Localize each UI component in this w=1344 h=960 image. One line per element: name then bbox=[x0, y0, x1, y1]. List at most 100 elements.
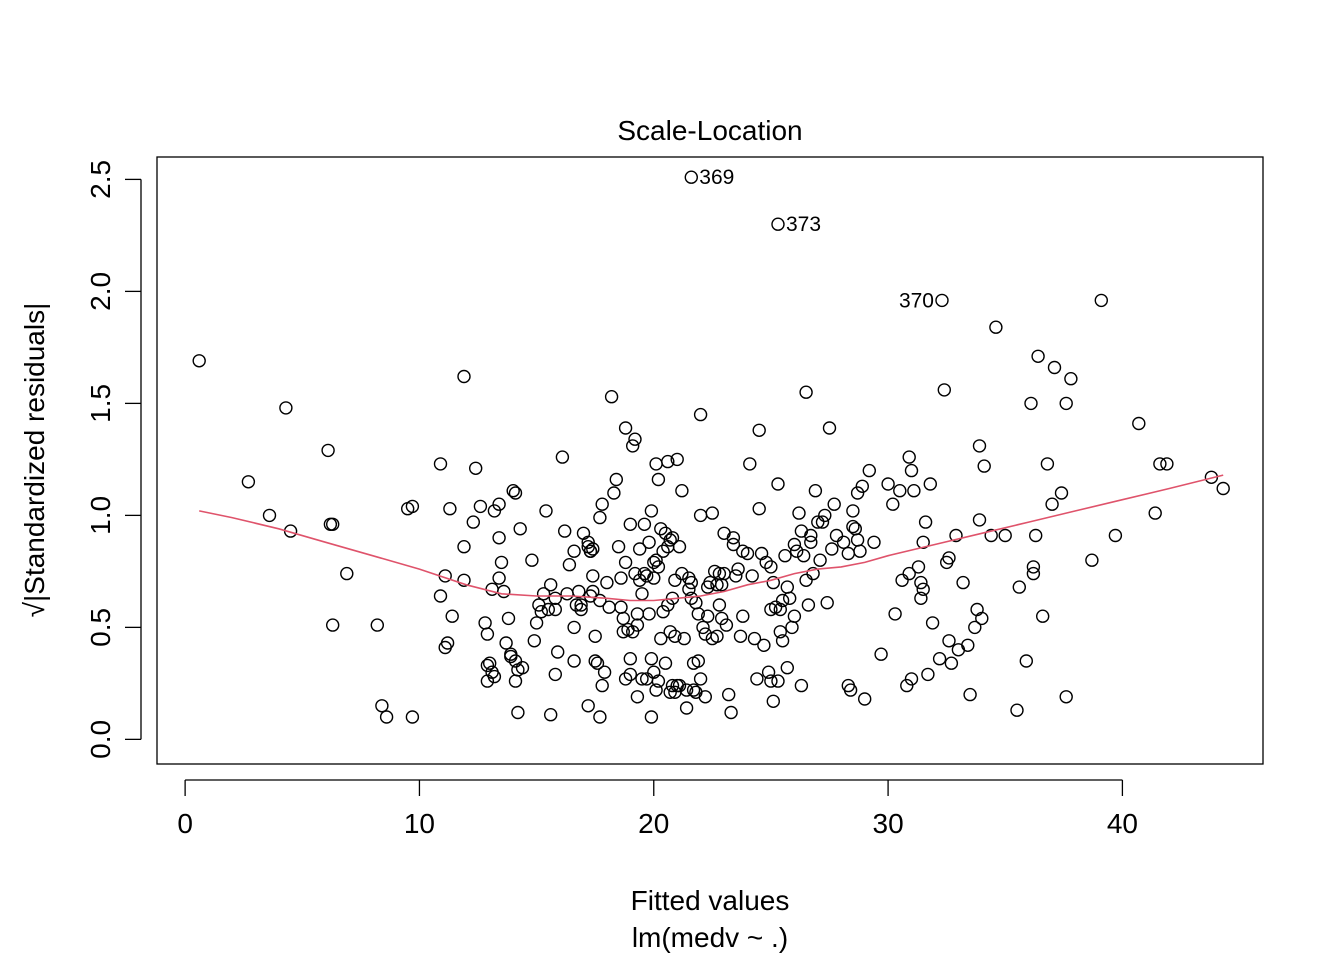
data-point bbox=[925, 616, 940, 630]
data-point bbox=[874, 647, 888, 661]
data-point bbox=[651, 674, 666, 688]
data-point bbox=[597, 665, 612, 679]
data-point bbox=[544, 578, 558, 592]
data-point bbox=[989, 320, 1003, 334]
y-axis-label: √|Standardized residuals| bbox=[19, 303, 50, 618]
data-point bbox=[1047, 360, 1062, 375]
data-point bbox=[684, 575, 698, 590]
data-point bbox=[370, 618, 384, 632]
data-point bbox=[623, 517, 637, 531]
data-point bbox=[696, 620, 710, 635]
data-point bbox=[1148, 506, 1162, 520]
data-point bbox=[918, 515, 933, 529]
data-point bbox=[593, 593, 607, 608]
outlier-point-369 bbox=[684, 170, 698, 184]
data-point bbox=[644, 652, 659, 666]
data-point bbox=[548, 667, 562, 682]
data-point bbox=[445, 609, 459, 623]
data-point bbox=[588, 629, 602, 643]
data-point bbox=[595, 678, 609, 693]
data-point bbox=[508, 654, 523, 668]
data-point bbox=[534, 605, 548, 619]
data-point bbox=[658, 656, 673, 670]
data-point bbox=[658, 526, 673, 540]
data-point bbox=[469, 461, 483, 475]
data-point bbox=[726, 531, 741, 545]
data-point bbox=[811, 515, 825, 529]
x-tick-label: 40 bbox=[1107, 808, 1138, 839]
data-point bbox=[904, 463, 919, 478]
data-point bbox=[972, 513, 987, 527]
data-point bbox=[593, 510, 607, 525]
data-point bbox=[583, 544, 598, 558]
data-point bbox=[937, 383, 951, 397]
data-point bbox=[492, 571, 506, 585]
data-point bbox=[780, 661, 794, 675]
data-point bbox=[799, 385, 813, 399]
data-point bbox=[1059, 690, 1073, 704]
data-point bbox=[806, 566, 820, 581]
data-point bbox=[773, 625, 787, 639]
data-point bbox=[916, 535, 930, 549]
data-point bbox=[682, 582, 696, 596]
smooth-line-layer bbox=[199, 474, 1224, 602]
data-point bbox=[614, 571, 628, 585]
data-point bbox=[759, 555, 773, 570]
data-point bbox=[968, 620, 982, 635]
x-tick-label: 0 bbox=[177, 808, 193, 839]
data-point bbox=[1132, 416, 1146, 431]
data-point bbox=[379, 710, 394, 724]
data-point bbox=[747, 631, 762, 646]
data-point bbox=[881, 477, 895, 491]
data-point bbox=[911, 560, 926, 574]
x-tick-label: 10 bbox=[404, 808, 435, 839]
data-point bbox=[921, 667, 935, 682]
data-point bbox=[492, 531, 506, 545]
data-point bbox=[611, 540, 626, 554]
data-point bbox=[1160, 457, 1174, 471]
data-point bbox=[1010, 703, 1024, 717]
data-point bbox=[513, 522, 527, 536]
smooth-line bbox=[199, 474, 1224, 602]
data-point bbox=[604, 390, 619, 404]
data-point bbox=[525, 553, 539, 567]
data-point bbox=[630, 690, 645, 704]
data-point bbox=[679, 683, 694, 697]
data-point bbox=[691, 607, 705, 621]
data-point bbox=[893, 484, 907, 498]
data-point bbox=[640, 569, 654, 583]
data-point bbox=[757, 638, 771, 652]
data-point bbox=[656, 544, 670, 558]
y-axis: 0.0 0.5 1.0 1.5 2.0 2.5 bbox=[85, 160, 142, 759]
data-point bbox=[494, 555, 509, 570]
data-point bbox=[600, 575, 614, 590]
data-point bbox=[902, 450, 916, 464]
data-point bbox=[914, 591, 928, 605]
data-point bbox=[729, 569, 743, 583]
data-point bbox=[508, 486, 523, 500]
data-point bbox=[574, 602, 588, 617]
data-point bbox=[916, 582, 930, 596]
data-point bbox=[1059, 396, 1073, 411]
data-point bbox=[1035, 609, 1050, 623]
data-point bbox=[843, 683, 858, 697]
data-point bbox=[1026, 566, 1041, 581]
data-point bbox=[949, 528, 963, 543]
data-point bbox=[1019, 654, 1034, 668]
data-point bbox=[850, 486, 865, 500]
data-point bbox=[715, 611, 729, 626]
data-point bbox=[539, 504, 553, 518]
data-point bbox=[829, 528, 844, 543]
data-point bbox=[1028, 528, 1043, 543]
data-point bbox=[581, 699, 595, 713]
data-point bbox=[548, 602, 562, 617]
plot-frame bbox=[156, 156, 1264, 765]
data-point bbox=[801, 598, 816, 612]
data-point bbox=[750, 672, 764, 686]
data-point bbox=[665, 678, 680, 693]
data-point bbox=[567, 654, 581, 668]
data-point bbox=[752, 423, 766, 437]
data-point bbox=[853, 544, 867, 558]
data-point bbox=[654, 522, 668, 536]
data-point bbox=[501, 611, 516, 626]
